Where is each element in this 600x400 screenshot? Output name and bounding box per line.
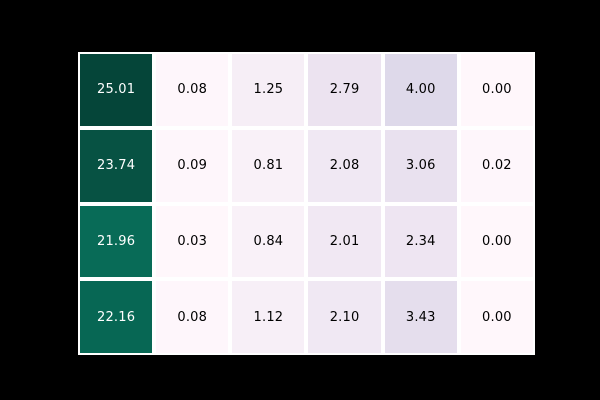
heatmap-cell: 0.00 xyxy=(460,205,533,278)
heatmap-cell: 0.00 xyxy=(460,54,533,126)
heatmap-cell: 0.02 xyxy=(460,129,533,202)
heatmap-cell: 2.01 xyxy=(308,205,381,278)
heatmap-cell: 25.01 xyxy=(80,54,153,126)
heatmap-grid: 25.01 0.08 1.25 2.79 4.00 0.00 23.74 0.09 0.81 2.… xyxy=(78,52,535,355)
heatmap-cell: 2.10 xyxy=(308,281,381,353)
heatmap-cell: 0.08 xyxy=(156,54,229,126)
heatmap-cell: 23.74 xyxy=(80,129,153,202)
heatmap-cell: 22.16 xyxy=(80,281,153,353)
heatmap-cell: 2.79 xyxy=(308,54,381,126)
heatmap-cell: 0.08 xyxy=(156,281,229,353)
heatmap-cell: 1.25 xyxy=(232,54,305,126)
heatmap-cell: 0.00 xyxy=(460,281,533,353)
heatmap-cell: 3.06 xyxy=(384,129,457,202)
heatmap-cell: 2.08 xyxy=(308,129,381,202)
heatmap-cell: 4.00 xyxy=(384,54,457,126)
heatmap-cell: 0.09 xyxy=(156,129,229,202)
heatmap-cell: 1.12 xyxy=(232,281,305,353)
heatmap-cell: 21.96 xyxy=(80,205,153,278)
heatmap-cell: 0.84 xyxy=(232,205,305,278)
heatmap-cell: 0.81 xyxy=(232,129,305,202)
heatmap-cell: 0.03 xyxy=(156,205,229,278)
heatmap-cell: 3.43 xyxy=(384,281,457,353)
heatmap-cell: 2.34 xyxy=(384,205,457,278)
